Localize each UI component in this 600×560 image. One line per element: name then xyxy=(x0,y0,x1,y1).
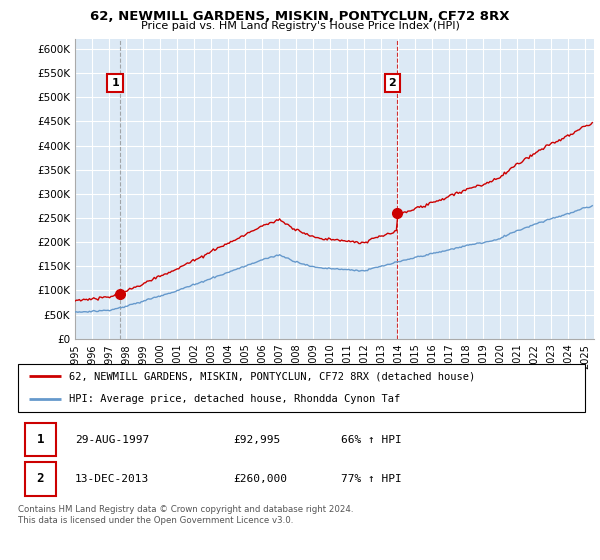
Text: 62, NEWMILL GARDENS, MISKIN, PONTYCLUN, CF72 8RX: 62, NEWMILL GARDENS, MISKIN, PONTYCLUN, … xyxy=(90,10,510,23)
Text: 1: 1 xyxy=(37,433,44,446)
Text: 1: 1 xyxy=(111,78,119,88)
Text: HPI: Average price, detached house, Rhondda Cynon Taf: HPI: Average price, detached house, Rhon… xyxy=(69,394,400,404)
FancyBboxPatch shape xyxy=(25,463,56,496)
Text: 29-AUG-1997: 29-AUG-1997 xyxy=(75,435,149,445)
Text: £92,995: £92,995 xyxy=(233,435,281,445)
Text: Contains HM Land Registry data © Crown copyright and database right 2024.
This d: Contains HM Land Registry data © Crown c… xyxy=(18,505,353,525)
FancyBboxPatch shape xyxy=(25,423,56,456)
Text: 2: 2 xyxy=(37,473,44,486)
Text: £260,000: £260,000 xyxy=(233,474,287,484)
Text: 13-DEC-2013: 13-DEC-2013 xyxy=(75,474,149,484)
Text: 77% ↑ HPI: 77% ↑ HPI xyxy=(341,474,402,484)
Text: 62, NEWMILL GARDENS, MISKIN, PONTYCLUN, CF72 8RX (detached house): 62, NEWMILL GARDENS, MISKIN, PONTYCLUN, … xyxy=(69,371,475,381)
Text: 2: 2 xyxy=(388,78,396,88)
Text: 66% ↑ HPI: 66% ↑ HPI xyxy=(341,435,402,445)
FancyBboxPatch shape xyxy=(18,364,585,412)
Text: Price paid vs. HM Land Registry's House Price Index (HPI): Price paid vs. HM Land Registry's House … xyxy=(140,21,460,31)
